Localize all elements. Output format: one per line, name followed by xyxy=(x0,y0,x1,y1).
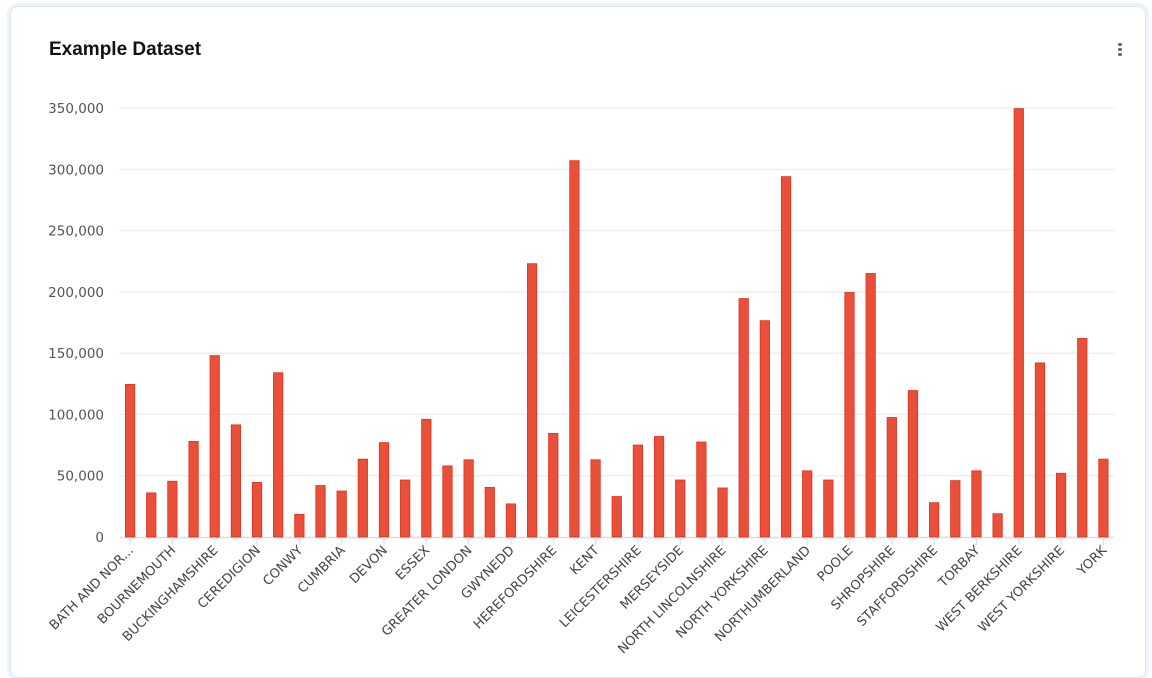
x-tick-label: DEVON xyxy=(347,543,391,587)
bar xyxy=(505,503,517,538)
bar xyxy=(802,470,813,538)
bar xyxy=(527,263,538,538)
y-tick-label: 350,000 xyxy=(48,101,104,117)
bar xyxy=(378,442,390,538)
bar xyxy=(759,320,770,538)
bar xyxy=(124,383,136,538)
bar xyxy=(738,298,749,538)
y-tick-label: 300,000 xyxy=(48,162,104,178)
bar xyxy=(273,372,284,538)
bar xyxy=(442,465,453,538)
y-tick-label: 0 xyxy=(95,530,104,546)
x-tick-label: BOURNEMOUTH xyxy=(95,543,179,627)
bar xyxy=(971,470,982,538)
bar xyxy=(1077,338,1088,538)
y-tick-label: 150,000 xyxy=(48,346,104,362)
bar xyxy=(632,444,644,538)
bar xyxy=(653,436,665,538)
bar xyxy=(548,433,559,538)
bar xyxy=(611,496,622,538)
bar xyxy=(590,459,601,538)
bar xyxy=(929,502,940,538)
x-tick-label: ESSEX xyxy=(393,543,433,583)
x-tick-label: STAFFORDSHIRE xyxy=(854,543,941,630)
y-tick-label: 50,000 xyxy=(57,469,104,485)
bar xyxy=(209,355,220,538)
bar xyxy=(823,479,834,538)
bar xyxy=(844,292,855,538)
bar xyxy=(950,480,961,538)
x-tick-label: YORK xyxy=(1074,543,1110,579)
bar xyxy=(1013,108,1024,538)
chart-title: Example Dataset xyxy=(49,39,202,60)
bar xyxy=(146,492,157,538)
more-vertical-icon[interactable] xyxy=(1111,41,1129,61)
y-tick-label: 250,000 xyxy=(48,224,104,240)
bar xyxy=(167,480,178,538)
bar xyxy=(780,176,792,538)
bar xyxy=(569,160,580,538)
bar xyxy=(696,441,707,538)
x-tick-label: HEREFORDSHIRE xyxy=(471,543,560,632)
bar xyxy=(675,479,686,538)
bar xyxy=(336,490,347,538)
bar xyxy=(357,458,368,538)
bar xyxy=(865,273,876,538)
bar xyxy=(400,479,411,538)
bar xyxy=(251,482,263,538)
bar xyxy=(188,440,199,538)
bar xyxy=(230,424,241,538)
y-tick-label: 100,000 xyxy=(48,407,104,423)
bar xyxy=(421,418,432,538)
x-tick-label: KENT xyxy=(567,543,602,578)
bar xyxy=(907,390,919,538)
bar xyxy=(484,486,495,538)
bar xyxy=(717,487,728,538)
bar xyxy=(886,417,897,538)
x-tick-label: POOLE xyxy=(815,543,857,585)
bar-chart: 0 50,000 100,000 150,000 200,000 250,000 300,0… xyxy=(47,101,1114,657)
bar xyxy=(315,485,326,538)
bar xyxy=(1098,458,1109,538)
bar xyxy=(992,513,1003,538)
bar xyxy=(1034,362,1046,538)
y-tick-label: 200,000 xyxy=(48,285,104,301)
bar xyxy=(463,459,474,538)
bar xyxy=(294,513,305,538)
bar xyxy=(1056,472,1067,538)
